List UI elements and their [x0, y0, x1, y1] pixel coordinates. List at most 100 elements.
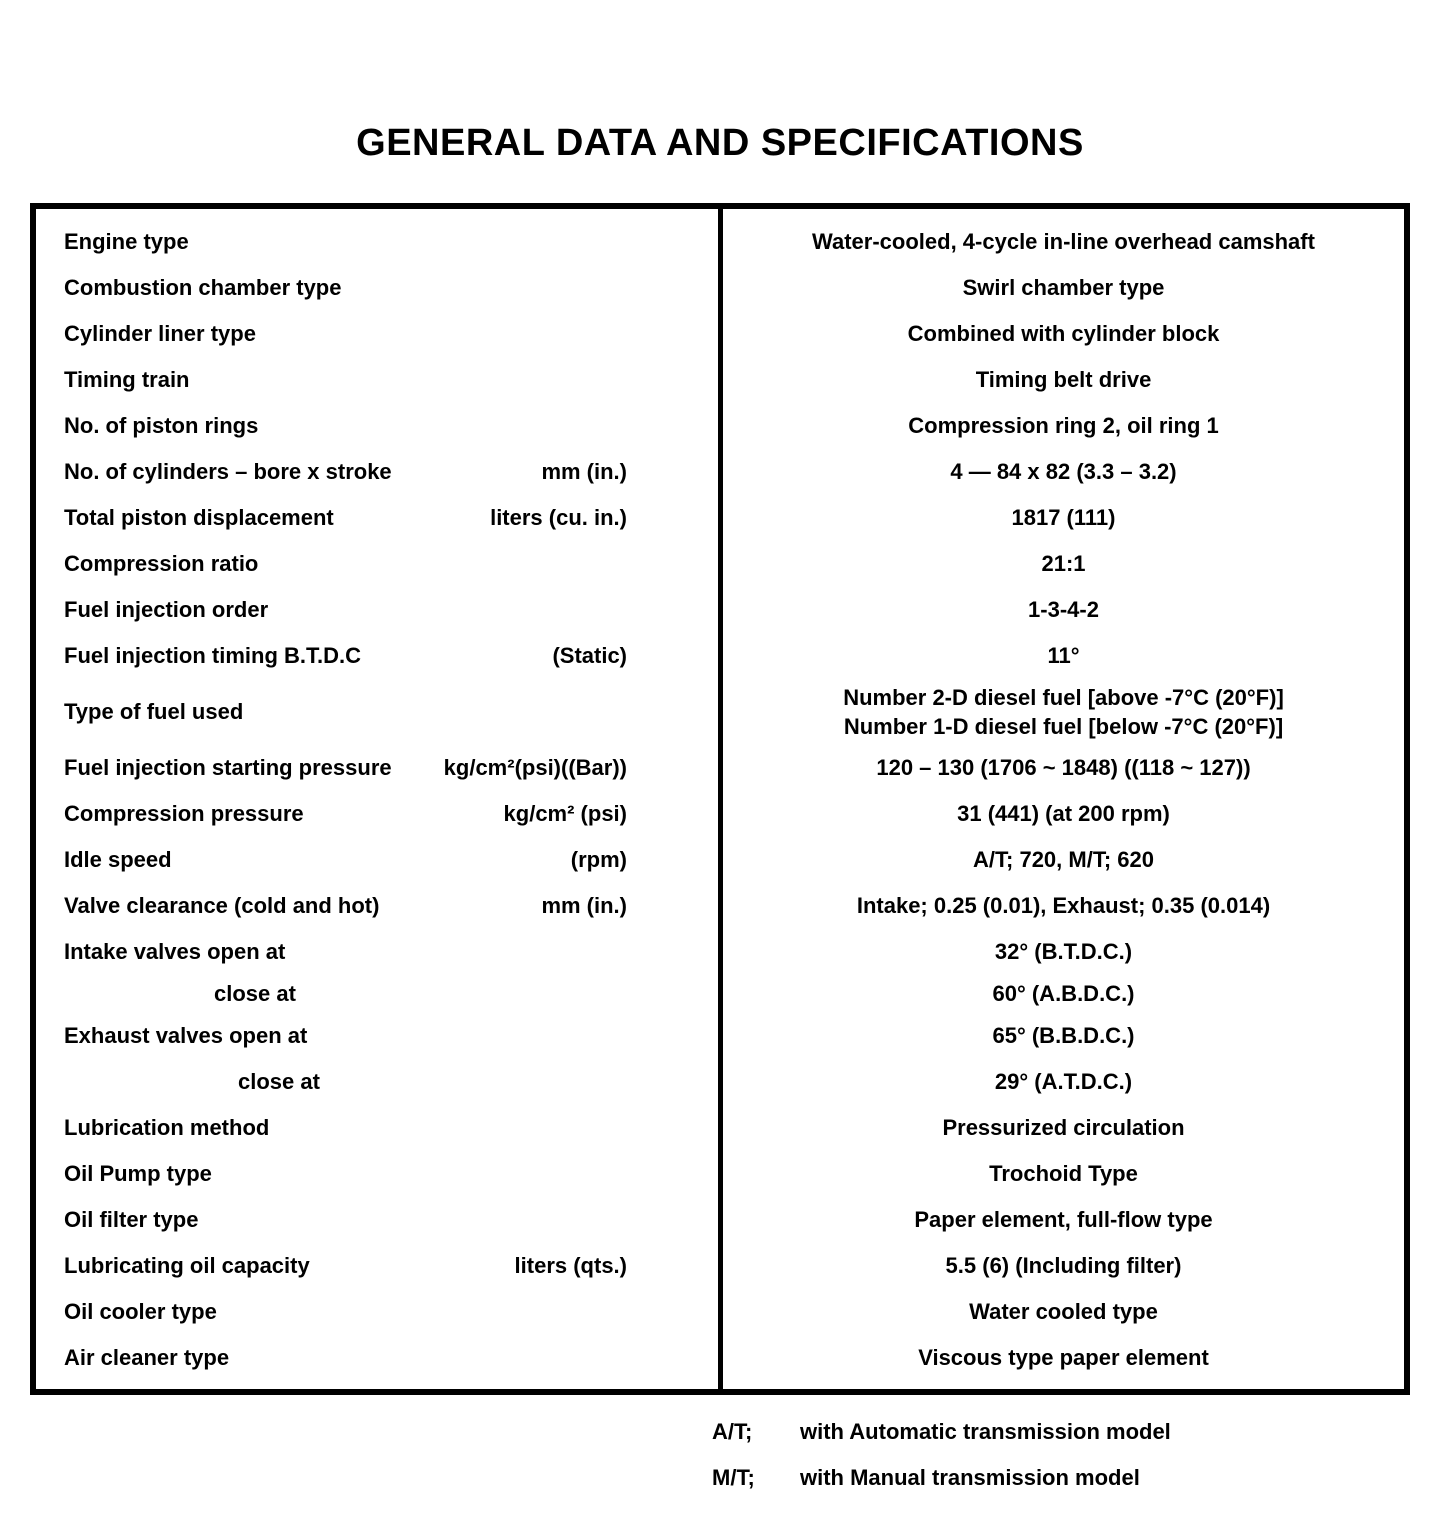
spec-label: Engine type [64, 229, 189, 254]
spec-value-cell: 1-3-4-2 [723, 597, 1404, 623]
spec-value-line-1: Number 2-D diesel fuel [above -7°C (20°F… [843, 685, 1284, 710]
spec-label-cell: Fuel injection starting pressure kg/cm²(p… [36, 755, 723, 781]
spec-value: 32° (B.T.D.C.) [994, 939, 1133, 964]
table-row: No. of piston rings Compression ring 2, … [36, 403, 1404, 449]
spec-value: Swirl chamber type [962, 275, 1165, 300]
spec-value-cell: 60° (A.B.D.C.) [723, 981, 1404, 1007]
table-row: Lubricating oil capacity liters (qts.) 5.… [36, 1243, 1404, 1289]
column-divider [718, 209, 723, 1389]
spec-value: 21:1 [1041, 551, 1086, 576]
spec-value-cell: 65° (B.B.D.C.) [723, 1023, 1404, 1049]
spec-value: 1817 (111) [1011, 505, 1116, 530]
spec-label: Oil cooler type [64, 1299, 217, 1324]
spec-unit: mm (in.) [541, 893, 627, 918]
spec-label-cell: Oil Pump type [36, 1161, 723, 1187]
spec-value: Timing belt drive [975, 367, 1152, 392]
spec-label-cell: No. of cylinders – bore x stroke mm (in.) [36, 459, 723, 485]
spec-label: Timing train [64, 367, 190, 392]
spec-unit: (Static) [552, 643, 627, 668]
spec-value-cell: 21:1 [723, 551, 1404, 577]
spec-value-cell: Compression ring 2, oil ring 1 [723, 413, 1404, 439]
spec-label-cell: Total piston displacement liters (cu. in.… [36, 505, 723, 531]
spec-value: 31 (441) (at 200 rpm) [957, 801, 1170, 826]
spec-label-cell: No. of piston rings [36, 413, 723, 439]
spec-value-cell: Paper element, full-flow type [723, 1207, 1404, 1233]
spec-value: Combined with cylinder block [907, 321, 1220, 346]
spec-value-line-2: Number 1-D diesel fuel [below -7°C (20°F… [843, 714, 1284, 739]
spec-label-cell: close at [36, 981, 723, 1007]
spec-label-cell: Oil filter type [36, 1207, 723, 1233]
spec-value: 5.5 (6) (Including filter) [945, 1253, 1182, 1278]
table-row: Lubrication method Pressurized circulati… [36, 1105, 1404, 1151]
spec-unit: mm (in.) [541, 459, 627, 484]
spec-unit: (rpm) [570, 847, 627, 872]
table-row: Combustion chamber type Swirl chamber ty… [36, 265, 1404, 311]
spec-label: Compression ratio [64, 551, 259, 576]
spec-unit: liters (cu. in.) [490, 505, 627, 530]
spec-label: No. of piston rings [64, 413, 259, 438]
footnote-abbr: A/T; [712, 1419, 753, 1444]
table-row: Compression ratio 21:1 [36, 541, 1404, 587]
spec-value: Pressurized circulation [942, 1115, 1185, 1140]
spec-label-cell: Air cleaner type [36, 1345, 723, 1371]
table-row: Idle speed (rpm) A/T; 720, M/T; 620 [36, 837, 1404, 883]
table-row: Type of fuel used Number 2-D diesel fuel… [36, 679, 1404, 745]
spec-label: Lubricating oil capacity [64, 1253, 310, 1278]
spec-value-cell: Number 2-D diesel fuel [above -7°C (20°F… [723, 683, 1404, 741]
spec-value-cell: Water cooled type [723, 1299, 1404, 1325]
footnotes: A/T; with Automatic transmission model M… [712, 1419, 1440, 1491]
spec-unit: kg/cm²(psi)((Bar)) [443, 755, 627, 780]
spec-value-cell: Timing belt drive [723, 367, 1404, 393]
spec-value: 60° (A.B.D.C.) [992, 981, 1135, 1006]
spec-label: Compression pressure [64, 801, 304, 826]
spec-value-cell: 31 (441) (at 200 rpm) [723, 801, 1404, 827]
spec-value: 11° [1047, 643, 1080, 668]
spec-label: Idle speed [64, 847, 172, 872]
spec-value-cell: 4 — 84 x 82 (3.3 – 3.2) [723, 459, 1404, 485]
spec-label: Oil Pump type [64, 1161, 212, 1186]
spec-label: close at [214, 981, 296, 1006]
footnote-mt: M/T; with Manual transmission model [712, 1465, 1440, 1491]
table-row: No. of cylinders – bore x stroke mm (in.)… [36, 449, 1404, 495]
spec-value-cell: Combined with cylinder block [723, 321, 1404, 347]
spec-value: Water-cooled, 4-cycle in-line overhead c… [812, 229, 1315, 254]
table-row: Intake valves open at 32° (B.T.D.C.) [36, 929, 1404, 975]
spec-label-cell: close at [36, 1069, 723, 1095]
spec-value: 29° (A.T.D.C.) [994, 1069, 1133, 1094]
spec-value: 120 – 130 (1706 ~ 1848) ((118 ~ 127)) [876, 755, 1251, 780]
table-row: Fuel injection starting pressure kg/cm²(p… [36, 745, 1404, 791]
table-row: Valve clearance (cold and hot) mm (in.) I… [36, 883, 1404, 929]
spec-label: No. of cylinders – bore x stroke [64, 459, 392, 484]
spec-label: Type of fuel used [64, 699, 244, 724]
spec-label: Valve clearance (cold and hot) [64, 893, 380, 918]
spec-label-cell: Fuel injection timing B.T.D.C (Static) [36, 643, 723, 669]
spec-value-cell: 29° (A.T.D.C.) [723, 1069, 1404, 1095]
spec-label: Fuel injection order [64, 597, 269, 622]
spec-label-cell: Type of fuel used [36, 699, 723, 725]
spec-label-cell: Fuel injection order [36, 597, 723, 623]
spec-value: A/T; 720, M/T; 620 [973, 847, 1154, 872]
spec-value-cell: Intake; 0.25 (0.01), Exhaust; 0.35 (0.01… [723, 893, 1404, 919]
spec-value: Compression ring 2, oil ring 1 [908, 413, 1219, 438]
spec-label: Cylinder liner type [64, 321, 256, 346]
spec-value: Paper element, full-flow type [914, 1207, 1213, 1232]
spec-label-cell: Idle speed (rpm) [36, 847, 723, 873]
spec-unit: liters (qts.) [514, 1253, 627, 1278]
spec-label-cell: Lubrication method [36, 1115, 723, 1141]
table-row: Air cleaner type Viscous type paper elem… [36, 1335, 1404, 1381]
spec-value-cell: 32° (B.T.D.C.) [723, 939, 1404, 965]
spec-label-cell: Lubricating oil capacity liters (qts.) [36, 1253, 723, 1279]
spec-value: Trochoid Type [989, 1161, 1138, 1186]
spec-label-cell: Oil cooler type [36, 1299, 723, 1325]
page-title: GENERAL DATA AND SPECIFICATIONS [356, 122, 1084, 164]
spec-label-cell: Combustion chamber type [36, 275, 723, 301]
spec-label: Combustion chamber type [64, 275, 342, 300]
spec-label: Fuel injection starting pressure [64, 755, 392, 780]
spec-table: Engine type Water-cooled, 4-cycle in-lin… [30, 203, 1410, 1395]
spec-label: Air cleaner type [64, 1345, 230, 1370]
spec-label-cell: Compression ratio [36, 551, 723, 577]
spec-label-cell: Valve clearance (cold and hot) mm (in.) [36, 893, 723, 919]
spec-value-cell: Trochoid Type [723, 1161, 1404, 1187]
spec-value-cell: Viscous type paper element [723, 1345, 1404, 1371]
